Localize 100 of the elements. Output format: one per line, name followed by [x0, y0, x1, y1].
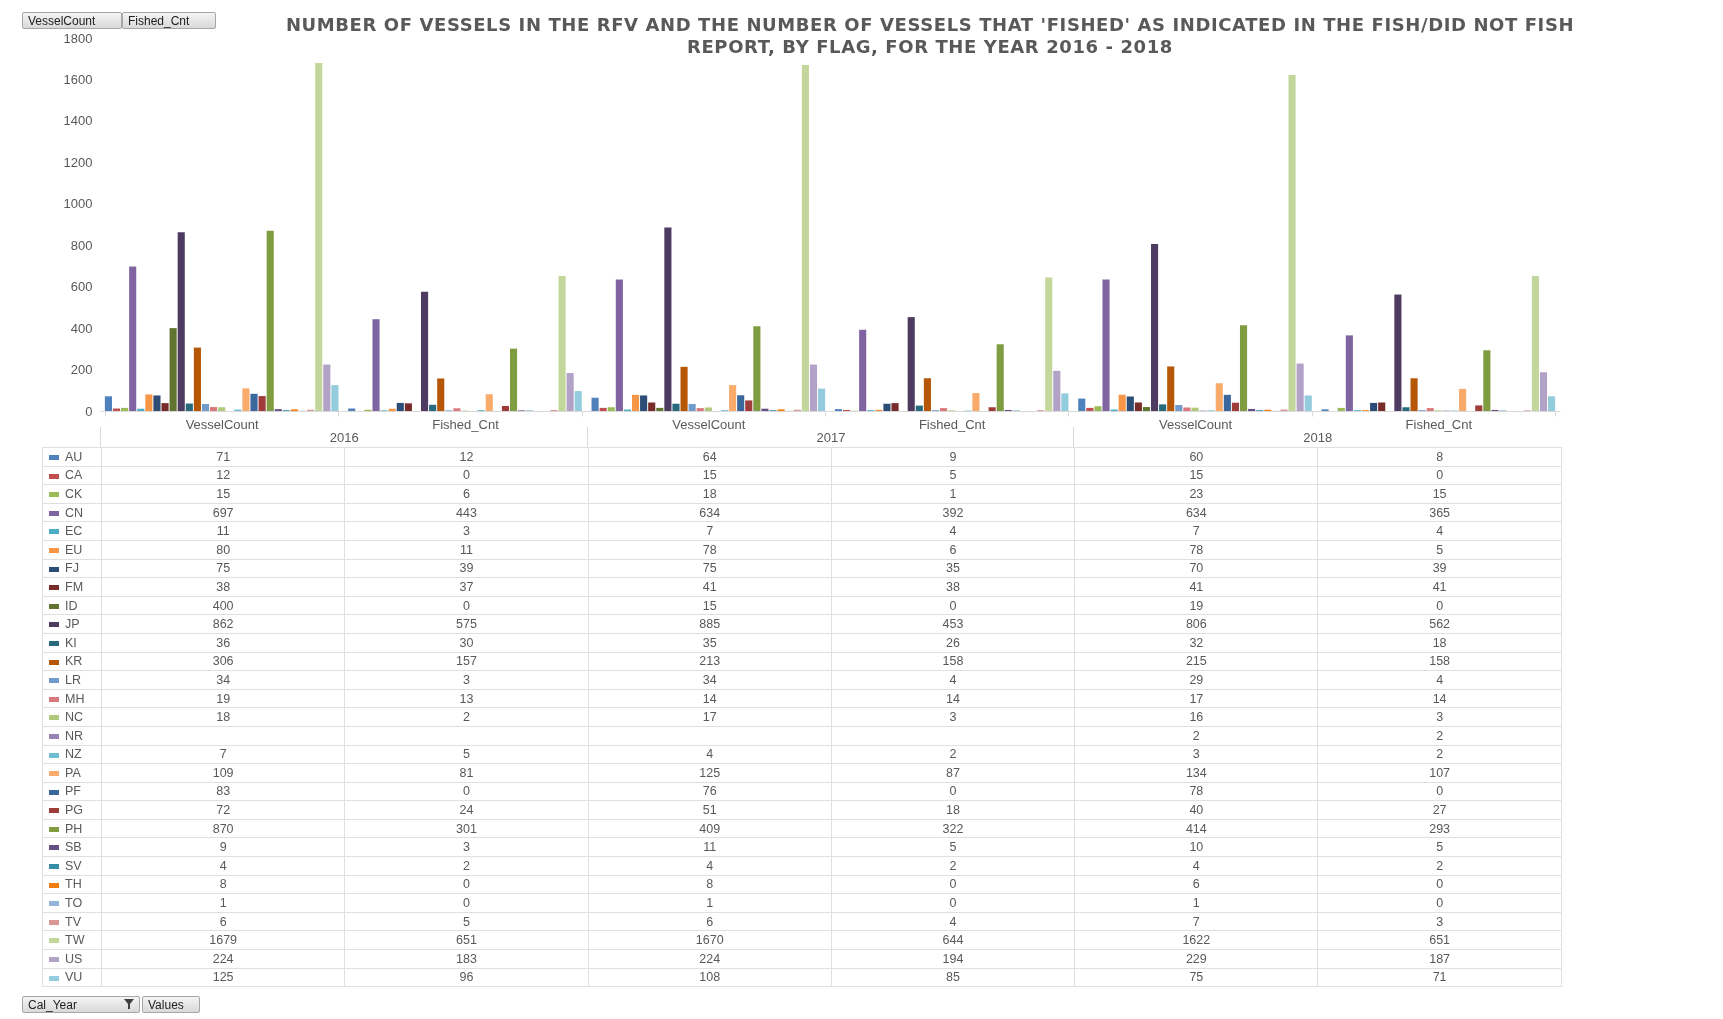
data-label: 5 — [344, 745, 589, 764]
data-label: 3 — [344, 521, 589, 541]
bar — [1548, 396, 1556, 411]
bar — [1126, 396, 1134, 411]
bar — [859, 329, 867, 411]
data-label: 301 — [344, 819, 589, 838]
bar — [1296, 363, 1304, 411]
legend-label: AU — [42, 447, 102, 467]
data-label: 4 — [1317, 670, 1562, 690]
bar — [607, 407, 615, 411]
data-label: 224 — [101, 949, 345, 969]
bar — [485, 394, 493, 411]
data-label: 0 — [344, 893, 589, 913]
data-label: 35 — [831, 559, 1075, 578]
data-label: 26 — [831, 633, 1075, 653]
data-label: 37 — [344, 577, 589, 597]
data-label: 9 — [831, 447, 1075, 467]
text: 2018 — [1303, 430, 1333, 445]
bar — [631, 394, 640, 411]
bar — [923, 378, 931, 411]
legend-label: KR — [42, 652, 102, 671]
data-label: 38 — [101, 577, 345, 597]
data-label: 96 — [344, 968, 589, 987]
bar — [1378, 402, 1386, 411]
data-label: 34 — [101, 670, 345, 690]
data-label: 83 — [101, 782, 345, 801]
data-label: 8 — [588, 875, 832, 894]
legend-label: CA — [42, 466, 102, 485]
bar — [1086, 407, 1094, 411]
bar — [615, 279, 623, 411]
data-label: 0 — [831, 875, 1075, 894]
data-label: 194 — [831, 949, 1075, 969]
data-label: 15 — [1074, 466, 1318, 485]
bar — [566, 373, 574, 411]
data-label: 109 — [101, 763, 345, 783]
data-label: 85 — [831, 968, 1075, 987]
legend-label: TW — [42, 930, 102, 950]
bar — [1475, 405, 1483, 411]
bar — [104, 396, 112, 411]
data-label: 1 — [101, 893, 345, 913]
data-label: 0 — [344, 466, 589, 485]
data-label: 3 — [344, 837, 589, 857]
bar — [972, 392, 980, 411]
field-button: Fished_Cnt — [122, 12, 216, 29]
bar — [1539, 372, 1548, 411]
bar — [1183, 407, 1191, 411]
bar — [129, 266, 137, 411]
legend-label: KI — [42, 633, 102, 653]
bar — [145, 394, 153, 411]
data-label: 11 — [344, 540, 589, 560]
chart-title: NUMBER OF VESSELS IN THE RFV AND THE NUMBER OF VESSELS THAT 'FISHED' AS INDICATED IN THE FISH/DID NOT FISH REPORT, BY FLAG, FOR THE YEAR 2016 - 2018 — [284, 14, 1576, 58]
y-tick-label: 1400 — [63, 113, 93, 129]
data-label: 651 — [1317, 930, 1562, 950]
bar — [429, 404, 437, 411]
data-label: 6 — [831, 540, 1075, 560]
legend-label: CK — [42, 484, 102, 504]
data-label: 6 — [344, 484, 589, 504]
x-tick-label: VesselCount — [1159, 416, 1233, 432]
data-label: 187 — [1317, 949, 1562, 969]
bar — [185, 403, 193, 411]
data-label: 7 — [1074, 912, 1318, 931]
bar — [599, 407, 607, 411]
bar — [664, 227, 672, 411]
bar — [161, 403, 169, 411]
bar — [1223, 394, 1231, 411]
bar — [437, 378, 445, 411]
bar — [1118, 394, 1126, 411]
data-label: 9 — [101, 837, 345, 857]
data-label: 4 — [1074, 856, 1318, 876]
data-label: 5 — [1317, 837, 1562, 857]
data-label: 0 — [1317, 466, 1562, 485]
bar — [201, 403, 210, 411]
bar — [396, 402, 404, 411]
text: 2016 — [329, 430, 359, 445]
data-label: 644 — [831, 930, 1075, 950]
data-label: 19 — [101, 689, 345, 708]
data-label: 12 — [344, 447, 589, 467]
data-label: 11 — [101, 521, 345, 541]
data-label: 697 — [101, 503, 345, 522]
bar — [907, 317, 915, 411]
x-tick-label: Fished_Cnt — [918, 416, 986, 432]
data-label: 0 — [831, 596, 1075, 615]
y-tick-label: 1200 — [63, 154, 93, 170]
legend-label: NC — [42, 707, 102, 727]
bar — [558, 276, 566, 411]
data-label: 87 — [831, 763, 1075, 783]
bar — [680, 366, 688, 411]
data-label: 29 — [1074, 670, 1318, 690]
x-tick-label: VesselCount — [185, 416, 260, 432]
bar — [1402, 407, 1410, 411]
legend-label: TV — [42, 912, 102, 931]
data-label: 1679 — [101, 930, 345, 950]
data-label: 158 — [831, 652, 1075, 671]
data-label: 5 — [344, 912, 589, 931]
bar — [169, 328, 177, 411]
legend-label: EU — [42, 540, 102, 560]
data-label: 4 — [588, 856, 832, 876]
data-label: 5 — [831, 837, 1075, 857]
bar — [688, 403, 696, 411]
data-label: 72 — [101, 800, 345, 820]
